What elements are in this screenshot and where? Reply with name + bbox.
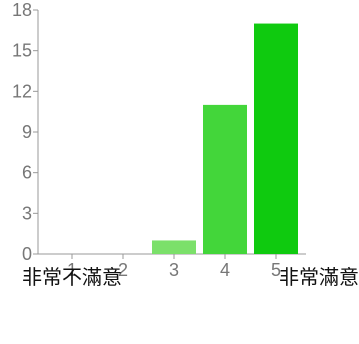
scale-label-high: 非常滿意 — [279, 267, 359, 289]
scale-label-low: 非常不滿意 — [22, 267, 122, 289]
y-tick-label: 0 — [22, 244, 32, 264]
x-tick-label: 3 — [169, 260, 179, 280]
x-tick-label: 1 — [67, 260, 77, 280]
y-tick-label: 9 — [22, 122, 32, 142]
y-tick-label: 6 — [22, 163, 32, 183]
y-tick-label: 15 — [12, 41, 32, 61]
x-tick-label: 4 — [220, 260, 230, 280]
y-tick-label: 18 — [12, 0, 32, 20]
y-tick-label: 3 — [22, 203, 32, 223]
bar-5 — [254, 23, 298, 254]
y-tick-label: 12 — [12, 81, 32, 101]
x-tick-label: 5 — [271, 260, 281, 280]
bar-4 — [203, 104, 247, 254]
x-tick-label: 2 — [118, 260, 128, 280]
bar-3 — [152, 240, 196, 254]
